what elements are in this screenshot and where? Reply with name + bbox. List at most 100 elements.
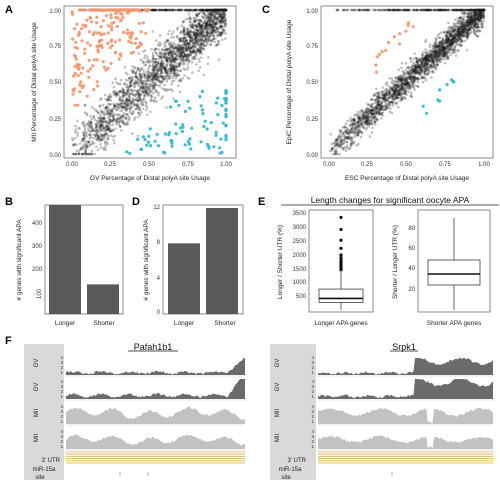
scatter-point — [214, 8, 217, 12]
scatter-point — [210, 39, 213, 43]
scatter-point — [201, 46, 204, 49]
scatter-point — [124, 99, 128, 103]
scatter-point — [202, 73, 205, 77]
scatter-point — [222, 8, 226, 12]
scatter-point — [127, 95, 131, 99]
scatter-point — [109, 130, 112, 133]
scatter-point — [185, 54, 188, 58]
scatter-point — [139, 93, 143, 96]
scatter-point — [117, 121, 121, 125]
scatter-point — [143, 95, 146, 98]
scatter-point — [161, 60, 164, 64]
scatter-point — [156, 60, 159, 64]
scatter-point — [193, 8, 196, 12]
scatter-point — [187, 77, 191, 80]
scatter-point — [176, 8, 180, 12]
scatter-point — [209, 19, 212, 23]
scatter-point — [188, 31, 192, 35]
scatter-point — [392, 80, 396, 83]
scatter-point — [194, 24, 198, 28]
scatter-point — [170, 66, 174, 70]
scatter-point — [125, 103, 128, 106]
scatter-point — [186, 44, 189, 47]
scatter-point — [139, 102, 142, 105]
scatter-point — [206, 62, 210, 66]
scatter-point — [346, 119, 349, 123]
scatter-point — [72, 53, 76, 58]
scatter-point — [74, 128, 77, 131]
scatter-point — [211, 14, 214, 17]
scatter-point — [178, 47, 181, 50]
scatter-point — [210, 23, 213, 26]
scatter-point — [147, 67, 150, 71]
scatter-point — [166, 51, 170, 54]
scatter-point — [124, 78, 128, 82]
scatter-point — [219, 8, 222, 12]
scatter-point — [177, 63, 181, 66]
scatter-point — [138, 108, 142, 112]
scatter-a-xtick: 1.00 — [220, 162, 232, 168]
scatter-point — [115, 24, 119, 28]
scatter-point — [191, 25, 195, 29]
scatter-point — [390, 77, 394, 80]
scatter-point — [98, 123, 101, 127]
scatter-point — [140, 89, 143, 93]
scatter-point — [179, 62, 183, 65]
scatter-point — [182, 26, 186, 29]
scatter-point — [90, 105, 94, 109]
scatter-point — [212, 22, 215, 26]
scatter-a-points — [70, 8, 228, 156]
scatter-point — [134, 37, 138, 41]
scatter-point — [460, 44, 463, 47]
scatter-point — [449, 53, 453, 56]
scatter-point — [74, 40, 78, 44]
scatter-point — [110, 21, 114, 26]
scatter-point — [139, 75, 143, 78]
scatter-point — [175, 46, 179, 49]
scatter-point — [209, 27, 213, 31]
scatter-point — [476, 35, 480, 39]
scatter-point — [118, 95, 122, 99]
scatter-point — [221, 17, 224, 20]
scatter-a-xtick: 0.00 — [66, 162, 78, 168]
scatter-point — [176, 26, 180, 30]
scatter-point — [184, 46, 188, 49]
scatter-point — [150, 74, 154, 78]
scatter-point — [85, 113, 89, 117]
scatter-point — [90, 152, 93, 156]
scatter-point — [194, 36, 198, 39]
scatter-point — [123, 106, 127, 109]
scatter-point — [192, 16, 195, 20]
scatter-point — [109, 13, 113, 17]
scatter-point — [194, 57, 197, 60]
scatter-point — [187, 59, 191, 62]
scatter-point — [190, 126, 194, 130]
scatter-point — [400, 66, 403, 70]
scatter-point — [360, 132, 364, 135]
scatter-point — [179, 39, 182, 42]
scatter-point — [160, 87, 164, 90]
scatter-a-ytick: 0.25 — [49, 117, 61, 123]
scatter-a-frame — [63, 5, 237, 159]
scatter-point — [116, 91, 119, 95]
scatter-point — [172, 35, 176, 39]
scatter-point — [151, 30, 154, 33]
scatter-point — [71, 152, 75, 156]
scatter-point — [88, 15, 92, 20]
scatter-point — [94, 122, 98, 126]
scatter-point — [83, 137, 87, 140]
scatter-point — [176, 48, 180, 52]
scatter-point — [165, 57, 168, 60]
scatter-point — [196, 32, 200, 35]
scatter-point — [194, 49, 198, 52]
scatter-point — [209, 43, 212, 47]
scatter-point — [187, 17, 190, 21]
scatter-a-xtick: 0.75 — [182, 162, 194, 168]
scatter-point — [129, 106, 133, 109]
scatter-point — [154, 74, 157, 77]
scatter-point — [217, 8, 221, 12]
scatter-point — [440, 31, 443, 34]
scatter-point — [221, 12, 224, 16]
scatter-point — [187, 142, 192, 146]
scatter-point — [194, 40, 198, 43]
